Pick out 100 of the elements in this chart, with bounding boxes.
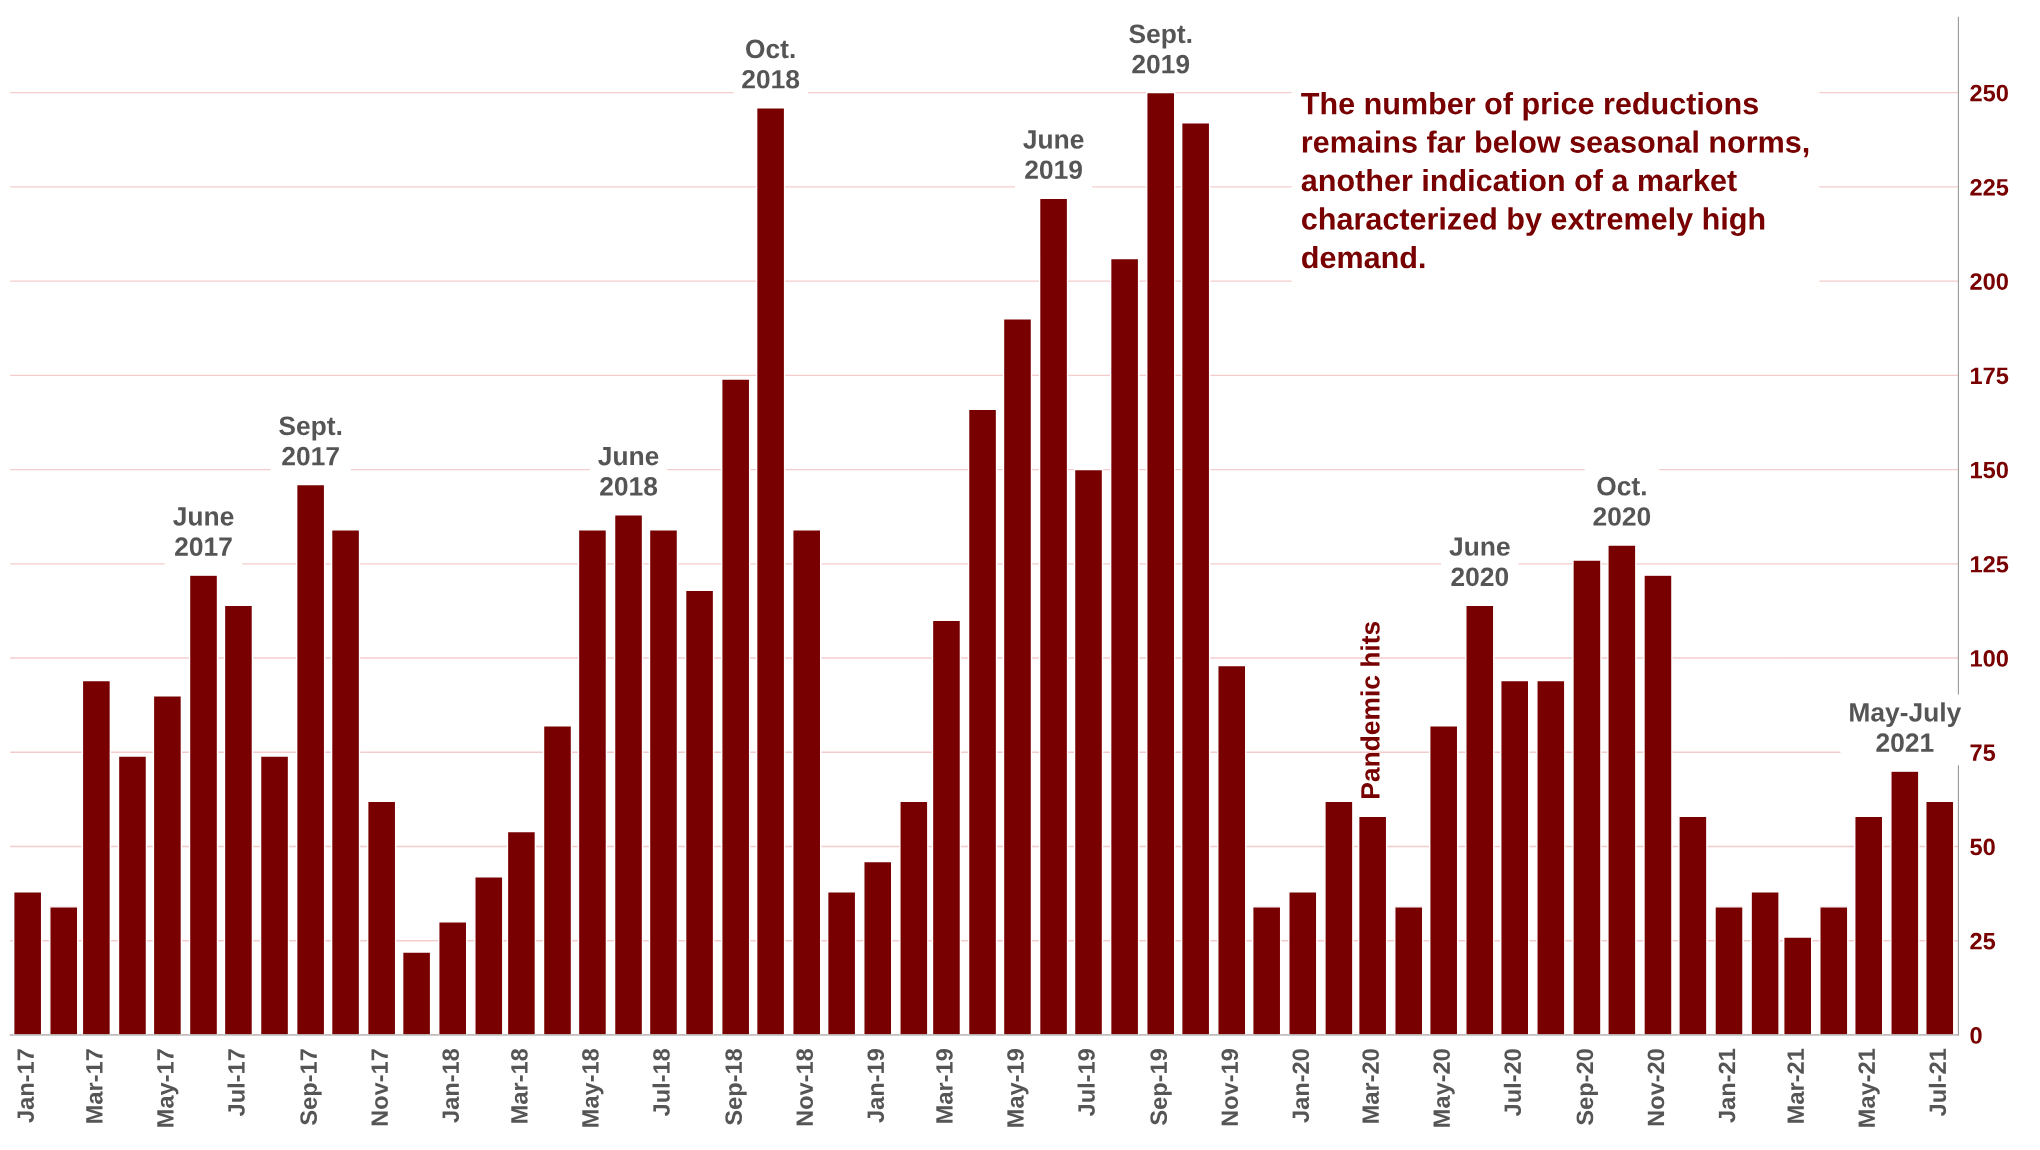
bar (49, 906, 79, 1035)
x-tick-label: Sep-18 (725, 1048, 747, 1125)
x-tick-label: Jul-20 (1503, 1049, 1522, 1117)
bar (1925, 800, 1955, 1035)
bar (1002, 318, 1033, 1035)
x-tick-label: Jul-21 (1928, 1048, 1947, 1117)
y-tick-label: 150 (1971, 461, 2008, 479)
bar (1394, 906, 1424, 1035)
bar (613, 514, 644, 1035)
bar (1217, 664, 1247, 1035)
bar (474, 875, 504, 1035)
bar (438, 921, 468, 1035)
annotation: Sept. 2019 (1129, 24, 1192, 74)
x-tick-label: Jul-17 (227, 1049, 245, 1117)
bar (1038, 197, 1069, 1035)
x-tick-label: Nov-18 (796, 1048, 814, 1126)
bar (295, 483, 326, 1035)
bar (967, 408, 998, 1035)
x-tick-label: Mar-17 (86, 1049, 103, 1123)
bar (1714, 906, 1744, 1035)
y-tick-label: 75 (1970, 744, 1996, 762)
bar (899, 800, 929, 1035)
x-tick-label: Jul-18 (652, 1048, 670, 1117)
bar (1357, 815, 1388, 1035)
bar (1572, 559, 1602, 1035)
bar (1750, 891, 1780, 1035)
y-tick-label: 100 (1971, 650, 2008, 667)
bar (1288, 891, 1318, 1035)
annotation: June 2018 (598, 446, 659, 496)
bar (684, 589, 715, 1035)
bar (1500, 679, 1530, 1035)
y-tick-label: 0 (1970, 1027, 1982, 1044)
bar (755, 107, 786, 1035)
x-tick-label: Nov-20 (1647, 1049, 1665, 1126)
bar (401, 951, 432, 1035)
x-tick-label: Jan-20 (1292, 1049, 1310, 1123)
y-tick-label: 200 (1970, 273, 2008, 290)
bar (223, 604, 254, 1035)
bar (1429, 725, 1459, 1035)
y-tick-label: 175 (1971, 367, 2009, 385)
bar (259, 755, 290, 1035)
bar (12, 891, 43, 1035)
x-tick-label: Jan-19 (867, 1049, 885, 1123)
bar (648, 529, 679, 1035)
y-tick-label: 225 (1970, 178, 2009, 196)
bar (931, 619, 962, 1035)
bar (1465, 604, 1495, 1035)
annotation: Oct. 2020 (1593, 476, 1651, 526)
bar (1854, 815, 1884, 1035)
annotation: Oct. 2018 (742, 39, 800, 89)
annotation: The number of price reductions remains far below seasonal norms, another indication of a market characterized by extremely high demand. (1301, 92, 1809, 269)
annotation: June 2020 (1449, 537, 1510, 587)
bar (542, 725, 573, 1035)
bar (1073, 468, 1104, 1035)
y-tick-label: 250 (1970, 84, 2008, 102)
y-tick-label: 25 (1970, 932, 1996, 950)
bar (1678, 815, 1708, 1035)
x-tick-label: Jul-19 (1077, 1049, 1095, 1117)
x-tick-label: May-17 (157, 1049, 179, 1127)
bar (1252, 906, 1282, 1035)
x-tick-label: Sep-20 (1576, 1049, 1598, 1125)
bar (117, 755, 148, 1035)
x-tick-label: May-19 (1007, 1049, 1029, 1127)
x-tick-label: Sep-19 (1150, 1049, 1172, 1125)
bar (81, 679, 112, 1035)
bar (1783, 936, 1813, 1035)
bar (1324, 800, 1354, 1035)
y-tick-label: 125 (1971, 555, 2009, 573)
bar (506, 830, 537, 1035)
x-tick-label: May-18 (582, 1048, 604, 1127)
x-tick-label: Sep-17 (300, 1049, 322, 1125)
bar (721, 378, 751, 1035)
annotation: Pandemic hits (1360, 621, 1380, 798)
bar (1146, 91, 1176, 1035)
bar (1109, 257, 1140, 1035)
x-tick-label: Mar-19 (936, 1049, 953, 1123)
bar (826, 891, 857, 1035)
bar (792, 529, 822, 1035)
annotation: Sept. 2017 (279, 416, 342, 466)
bar (577, 529, 608, 1035)
annotation: May-July 2021 (1850, 702, 1962, 753)
bar (367, 800, 397, 1035)
x-tick-label: Mar-21 (1787, 1048, 1805, 1123)
x-tick-label: May-20 (1433, 1049, 1455, 1127)
bar (330, 529, 361, 1035)
x-tick-label: Jan-18 (442, 1048, 460, 1123)
annotation: June 2019 (1023, 130, 1084, 180)
bar (1607, 544, 1637, 1035)
x-tick-label: Nov-17 (371, 1049, 389, 1126)
bar (863, 860, 893, 1035)
x-tick-label: Jan-21 (1718, 1048, 1736, 1123)
annotation: June 2017 (173, 507, 234, 557)
x-tick-label: Mar-18 (511, 1048, 528, 1123)
bar (1180, 122, 1211, 1035)
x-tick-label: Mar-20 (1362, 1049, 1379, 1123)
bar (1536, 679, 1566, 1035)
y-tick-label: 50 (1970, 838, 1995, 856)
bar (152, 695, 183, 1035)
bar (188, 574, 219, 1035)
bar (1643, 574, 1673, 1035)
